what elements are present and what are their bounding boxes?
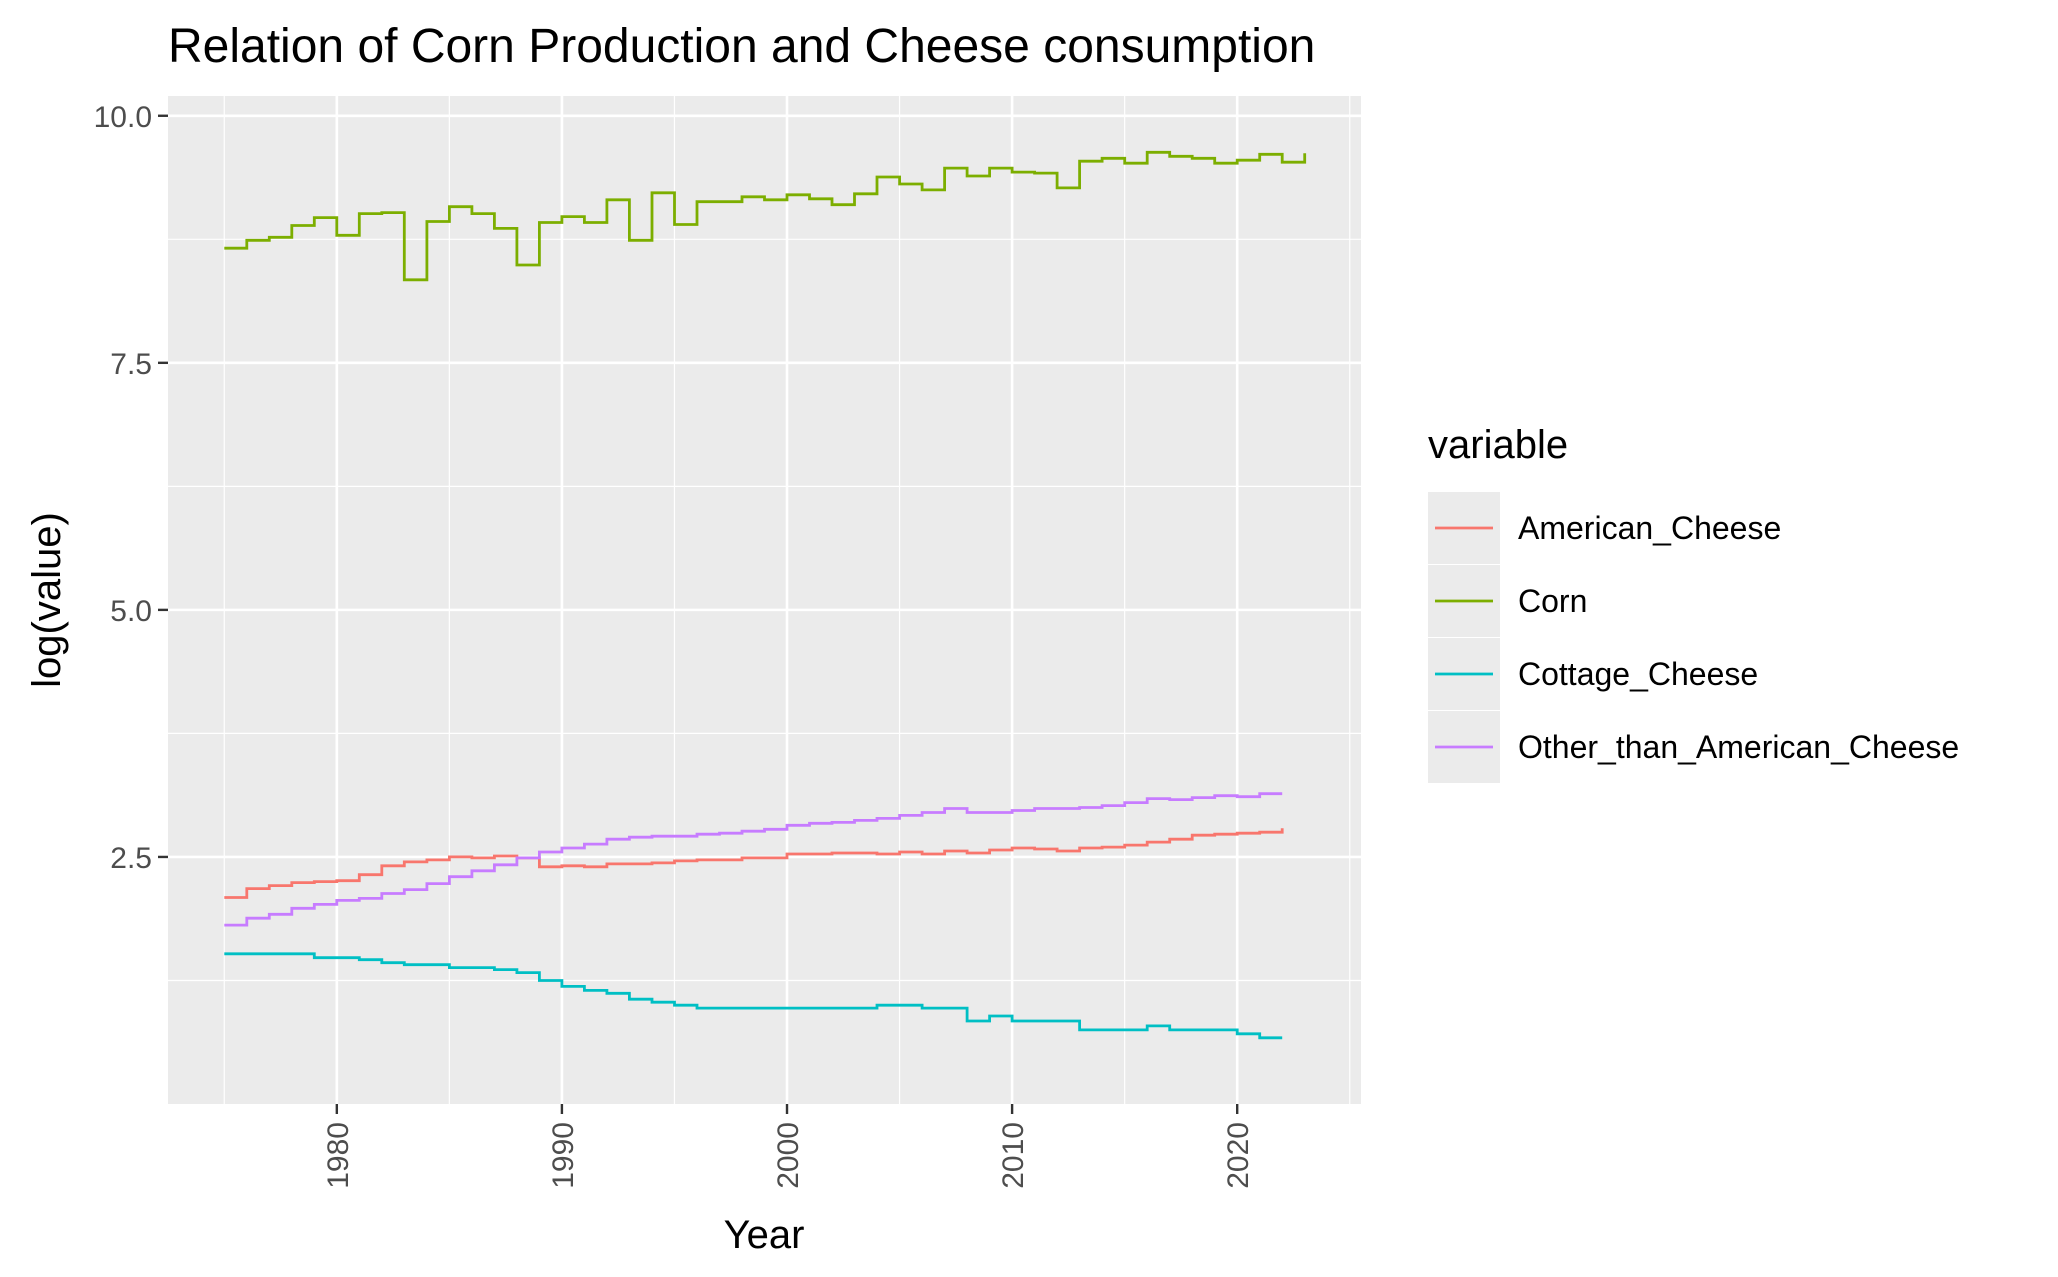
x-axis: 1980 1990 2000 2010 2020 <box>322 1104 1255 1189</box>
y-tick-label: 5.0 <box>110 595 152 628</box>
x-tick-label: 2010 <box>997 1122 1030 1189</box>
legend-label-other-than-american-cheese: Other_than_American_Cheese <box>1518 729 1959 765</box>
legend-title: variable <box>1428 423 1568 467</box>
series-lines <box>224 150 1307 1040</box>
series-line-other-than-american-cheese <box>224 792 1283 927</box>
series-line-american-cheese <box>224 828 1284 899</box>
legend-label-cottage-cheese: Cottage_Cheese <box>1518 656 1758 692</box>
y-tick-label: 2.5 <box>110 842 152 875</box>
minor-gridlines <box>168 96 1361 1104</box>
y-axis-label: log(value) <box>25 512 69 688</box>
x-axis-label: Year <box>724 1213 805 1257</box>
y-axis: 2.5 5.0 7.5 10.0 <box>94 101 168 875</box>
x-tick-label: 1980 <box>322 1122 355 1189</box>
x-tick-label: 2020 <box>1222 1122 1255 1189</box>
y-tick-label: 10.0 <box>94 101 152 134</box>
legend-label-corn: Corn <box>1518 583 1587 619</box>
x-tick-label: 2000 <box>772 1122 805 1189</box>
legend-label-american-cheese: American_Cheese <box>1518 510 1781 546</box>
x-tick-label: 1990 <box>547 1122 580 1189</box>
legend-items: American_Cheese Corn Cottage_Cheese Other_t… <box>1428 492 1959 783</box>
series-line-corn <box>224 150 1307 282</box>
y-tick-label: 7.5 <box>110 348 152 381</box>
legend: variable American_Cheese Corn Cottage_Chee… <box>1428 423 1959 783</box>
major-gridlines <box>168 96 1361 1104</box>
chart-title: Relation of Corn Production and Cheese c… <box>168 20 1315 73</box>
series-line-cottage-cheese <box>224 952 1283 1040</box>
plot-panel <box>168 96 1361 1104</box>
